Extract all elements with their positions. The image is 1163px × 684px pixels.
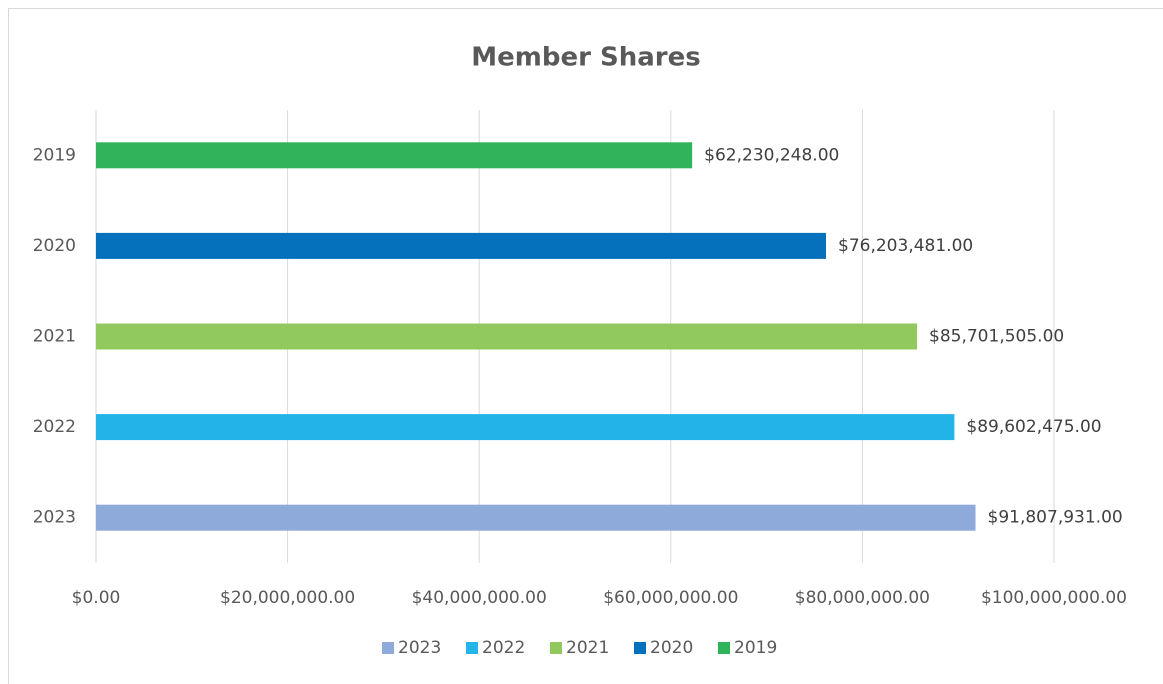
bar — [96, 414, 955, 441]
legend-swatch — [466, 642, 478, 654]
x-tick-label: $80,000,000.00 — [795, 588, 930, 608]
legend-label: 2021 — [566, 638, 609, 658]
data-label: $85,701,505.00 — [929, 327, 1064, 347]
x-tick-label: $40,000,000.00 — [412, 588, 547, 608]
legend-swatch — [634, 642, 646, 654]
y-tick-label: 2023 — [33, 508, 76, 528]
bar — [96, 504, 976, 531]
x-tick-label: $100,000,000.00 — [981, 588, 1127, 608]
data-label: $89,602,475.00 — [966, 417, 1101, 437]
legend-label: 2019 — [734, 638, 777, 658]
bar — [96, 232, 827, 259]
y-tick-label: 2020 — [33, 236, 76, 256]
x-tick-label: $20,000,000.00 — [220, 588, 355, 608]
legend-swatch — [550, 642, 562, 654]
x-tick-label: $0.00 — [72, 588, 121, 608]
chart-title: Member Shares — [471, 43, 700, 73]
legend-swatch — [382, 642, 394, 654]
legend-label: 2020 — [650, 638, 693, 658]
bar — [96, 323, 918, 350]
legend-label: 2022 — [482, 638, 525, 658]
data-label: $62,230,248.00 — [704, 145, 839, 165]
data-label: $76,203,481.00 — [838, 236, 973, 256]
bar — [96, 142, 693, 169]
data-label: $91,807,931.00 — [988, 508, 1123, 528]
x-tick-label: $60,000,000.00 — [603, 588, 738, 608]
y-tick-label: 2019 — [33, 145, 76, 165]
y-tick-label: 2021 — [33, 327, 76, 347]
legend-label: 2023 — [398, 638, 441, 658]
legend-swatch — [718, 642, 730, 654]
y-tick-label: 2022 — [33, 417, 76, 437]
